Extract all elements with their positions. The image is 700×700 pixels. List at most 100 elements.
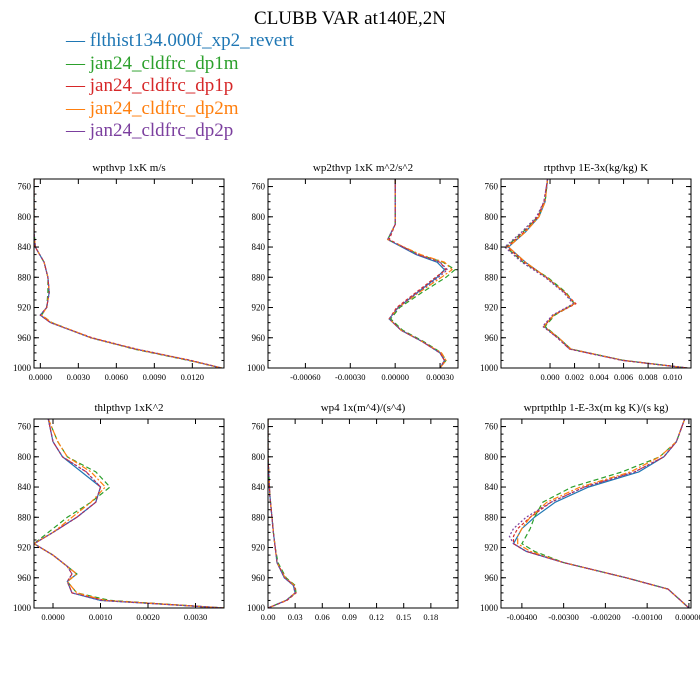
y-tick-label: 920 [252, 303, 266, 313]
legend-entry: — jan24_cldfrc_dp2p [66, 120, 234, 142]
x-tick-label: 0.0120 [181, 372, 204, 382]
x-tick-label: -0.00100 [632, 612, 662, 622]
series-line [517, 419, 690, 608]
series-group [386, 179, 457, 368]
series-group [503, 179, 688, 368]
series-line [34, 179, 222, 368]
y-tick-label: 840 [252, 482, 266, 492]
series-group [34, 179, 222, 368]
y-tick-label: 800 [252, 452, 266, 462]
legend-entry: — flthist134.000f_xp2_revert [66, 30, 294, 51]
series-line [507, 179, 688, 368]
plot-frame [33, 418, 225, 609]
series-line [34, 419, 224, 608]
x-tick-label: 0.03 [288, 612, 303, 622]
subplot: wpthvp 1xK m/s76080084088092096010000.00… [13, 162, 225, 382]
series-line [508, 419, 690, 608]
x-tick-label: 0.004 [590, 372, 610, 382]
y-tick-label: 960 [485, 573, 499, 583]
y-tick-label: 800 [252, 212, 266, 222]
y-tick-label: 960 [18, 333, 32, 343]
series-group [508, 419, 690, 608]
plot-frame [267, 418, 459, 609]
y-tick-label: 960 [18, 573, 32, 583]
subplot-title: thlpthvp 1xK^2 [94, 402, 163, 414]
x-tick-label: 0.06 [315, 612, 330, 622]
y-tick-label: 800 [18, 452, 32, 462]
y-tick-label: 920 [18, 543, 32, 553]
subplot-title: wpthvp 1xK m/s [92, 162, 165, 174]
x-tick-label: 0.006 [614, 372, 633, 382]
x-tick-label: 0.09 [342, 612, 357, 622]
y-tick-label: 760 [18, 182, 32, 192]
y-tick-label: 880 [18, 512, 32, 522]
x-tick-label: 0.15 [396, 612, 411, 622]
subplot: rtpthvp 1E-3x(kg/kg) K 760 800 840 880 920 960… [480, 162, 692, 382]
y-tick-label: 760 [485, 182, 499, 192]
series-line [34, 179, 222, 368]
x-tick-label: -0.00300 [548, 612, 578, 622]
series-line [268, 419, 296, 608]
y-tick-label: 880 [485, 272, 499, 282]
subplot: wp4 1x(m^4)/(s^4)76080084088092096010000… [247, 402, 459, 622]
series-line [521, 419, 690, 608]
series-line [268, 419, 296, 608]
y-tick-label: 800 [18, 212, 32, 222]
y-tick-label: 800 [485, 212, 499, 222]
x-tick-label: 0.0000 [41, 612, 64, 622]
series-line [386, 179, 446, 368]
series-line [34, 419, 224, 608]
x-tick-label: 0.002 [565, 372, 584, 382]
y-tick-label: 1000 [480, 603, 499, 613]
x-tick-label: 0.0000 [29, 372, 52, 382]
x-tick-label: 0.00 [261, 612, 276, 622]
y-tick-label: 1000 [247, 603, 266, 613]
y-tick-label: 1000 [13, 603, 32, 613]
x-tick-label: 0.00000 [381, 372, 409, 382]
y-tick-label: 840 [252, 242, 266, 252]
x-tick-label: 0.0060 [105, 372, 128, 382]
series-line [34, 179, 222, 368]
subplot-title: wp2thvp 1xK m^2/s^2 [313, 162, 413, 174]
subplot: wprtpthlp 1-E-3x(m kg K)/(s kg) 760 800 840… [480, 402, 700, 622]
plot-frame [500, 178, 692, 369]
x-tick-label: 0.0090 [143, 372, 166, 382]
x-tick-label: -0.00030 [335, 372, 365, 382]
x-tick-label: 0.0010 [89, 612, 112, 622]
y-tick-label: 840 [485, 482, 499, 492]
y-tick-label: 920 [485, 543, 499, 553]
series-line [504, 179, 688, 368]
y-tick-label: 960 [252, 573, 266, 583]
series-group [268, 419, 297, 608]
y-tick-label: 1000 [13, 363, 32, 373]
y-tick-label: 920 [252, 543, 266, 553]
y-tick-label: 960 [485, 333, 499, 343]
plot-frame [500, 418, 692, 609]
legend: — flthist134.000f_xp2_revert — jan24_cld… [66, 30, 294, 143]
y-tick-label: 800 [485, 452, 499, 462]
series-line [386, 179, 457, 368]
series-line [34, 179, 222, 368]
plot-frame [33, 178, 225, 369]
legend-entry: — jan24_cldfrc_dp1m [66, 52, 239, 74]
series-line [34, 419, 224, 608]
subplot-title: rtpthvp 1E-3x(kg/kg) K [544, 162, 649, 174]
x-tick-label: 0.00030 [426, 372, 454, 382]
x-tick-label: 0.0030 [184, 612, 207, 622]
x-tick-label: 0.000 [540, 372, 559, 382]
y-tick-label: 840 [18, 482, 32, 492]
y-tick-label: 880 [252, 272, 266, 282]
y-tick-label: 840 [18, 242, 32, 252]
series-line [503, 179, 688, 368]
subplot-title: wp4 1x(m^4)/(s^4) [321, 402, 406, 414]
y-tick-label: 960 [252, 333, 266, 343]
series-line [512, 419, 690, 608]
y-tick-label: 880 [18, 272, 32, 282]
figure-title: CLUBB VAR at140E,2N [254, 8, 446, 29]
x-tick-label: -0.00200 [590, 612, 620, 622]
y-tick-label: 880 [485, 512, 499, 522]
series-line [506, 179, 688, 368]
x-tick-label: 0.008 [639, 372, 658, 382]
series-line [34, 419, 224, 608]
